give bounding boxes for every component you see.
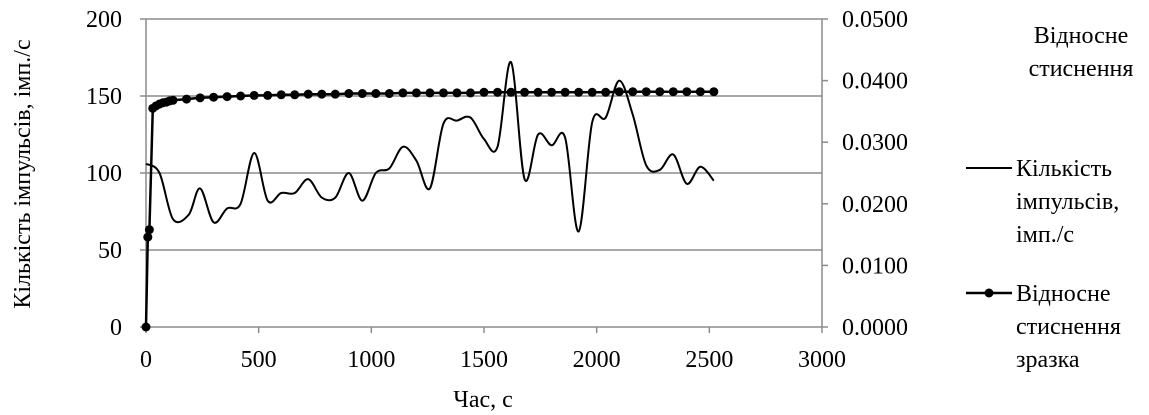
data-point [682,87,691,96]
data-point [263,91,272,100]
data-point [452,88,461,97]
legend-label-compression: стиснення [1016,314,1121,340]
y-tick-label: 50 [98,238,122,264]
x-tick-label: 1500 [460,347,508,373]
data-point [412,88,421,97]
data-point [466,88,475,97]
data-point [439,88,448,97]
data-point [642,87,651,96]
x-tick-label: 3000 [798,347,846,373]
data-point [223,92,232,101]
data-point [331,90,340,99]
data-point [304,90,313,99]
y2-tick-label: 0.0200 [842,192,908,218]
data-point [143,233,152,242]
legend: Відносне стиснення Кількість імпульсів, імп.… [966,23,1133,373]
legend-label-impulses: імп./с [1016,222,1074,248]
data-point [385,89,394,98]
data-point [169,96,178,105]
data-point [145,225,154,234]
data-point [425,88,434,97]
y2-tick-label: 0.0000 [842,315,908,341]
data-point [561,88,570,97]
data-point [290,90,299,99]
data-point [709,87,718,96]
legend-label-impulses: імпульсів, [1016,189,1119,215]
x-tick-labels: 0 500 1000 1500 2000 2500 3000 [140,347,846,373]
legend-label-impulses: Кількість [1016,156,1112,182]
data-point [371,89,380,98]
data-point [196,93,205,102]
x-axis-label: Час, с [453,387,513,413]
gridlines [146,19,822,250]
data-point [236,92,245,101]
y-tick-label: 100 [86,161,122,187]
data-point [601,88,610,97]
y-tick-label: 200 [86,7,122,33]
axes [140,19,828,333]
data-point [493,88,502,97]
y2-tick-label: 0.0500 [842,7,908,33]
data-point [534,88,543,97]
x-tick-label: 500 [241,347,277,373]
y2-tick-labels: 0.0000 0.0100 0.0200 0.0300 0.0400 0.0500 [842,7,908,341]
data-point [574,88,583,97]
data-point [696,87,705,96]
x-tick-label: 0 [140,347,152,373]
data-point [588,88,597,97]
x-tick-label: 2500 [685,347,733,373]
legend-label-compression: зразка [1016,347,1080,373]
legend-title: Відносне [1034,23,1128,49]
legend-title: стиснення [1029,56,1134,82]
y2-tick-label: 0.0300 [842,130,908,156]
y2-tick-label: 0.0100 [842,253,908,279]
data-point [669,87,678,96]
data-point [317,90,326,99]
data-point [398,88,407,97]
y2-tick-label: 0.0400 [842,69,908,95]
legend-label-compression: Відносне [1016,281,1110,307]
data-point [628,87,637,96]
y-tick-label: 0 [110,315,122,341]
series-layer [142,62,719,332]
data-point [250,91,259,100]
data-point [655,87,664,96]
data-point [520,88,529,97]
data-point [182,95,191,104]
y-tick-label: 150 [86,84,122,110]
y-tick-labels: 0 50 100 150 200 [86,7,122,341]
data-point [344,89,353,98]
data-point [480,88,489,97]
data-point [277,90,286,99]
y-axis-label: Кількість імпульсів, імп./с [10,39,36,308]
data-point [142,323,151,332]
data-point [358,89,367,98]
x-tick-label: 1000 [347,347,395,373]
legend-marker-compression [985,289,994,298]
data-point [507,88,516,97]
series-line-compression [146,92,714,327]
data-point [209,93,218,102]
x-tick-label: 2000 [573,347,621,373]
series-line-impulses [146,62,714,232]
data-point [547,88,556,97]
data-point [615,87,624,96]
